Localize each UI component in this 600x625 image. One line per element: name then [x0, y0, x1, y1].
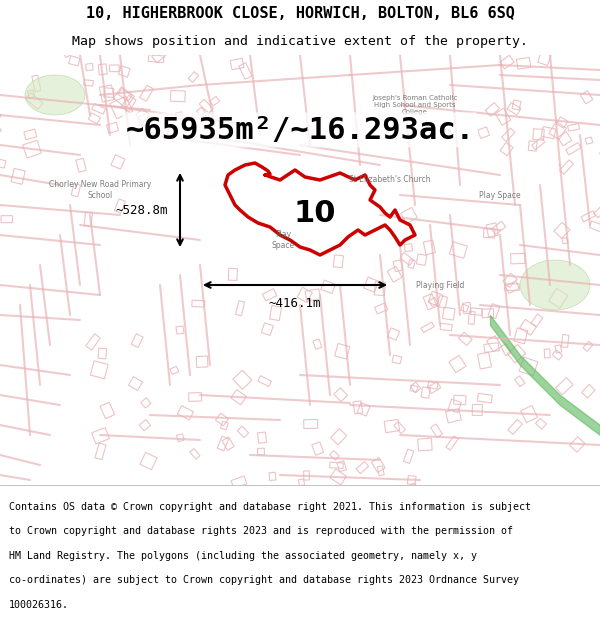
Text: ~65935m²/~16.293ac.: ~65935m²/~16.293ac.	[125, 116, 475, 144]
Ellipse shape	[25, 75, 85, 115]
Text: to Crown copyright and database rights 2023 and is reproduced with the permissio: to Crown copyright and database rights 2…	[9, 526, 513, 536]
Text: 10: 10	[294, 199, 336, 228]
Text: ~416.1m: ~416.1m	[269, 297, 321, 310]
Text: 100026316.: 100026316.	[9, 600, 69, 610]
Text: Contains OS data © Crown copyright and database right 2021. This information is : Contains OS data © Crown copyright and d…	[9, 502, 531, 512]
Text: co-ordinates) are subject to Crown copyright and database rights 2023 Ordnance S: co-ordinates) are subject to Crown copyr…	[9, 575, 519, 585]
Text: ~528.8m: ~528.8m	[115, 204, 168, 216]
Text: Play
Space: Play Space	[271, 230, 295, 250]
Text: Play Space: Play Space	[479, 191, 521, 199]
Text: Chorley New Road Primary
School: Chorley New Road Primary School	[49, 180, 151, 200]
Text: 10, HIGHERBROOK CLOSE, HORWICH, BOLTON, BL6 6SQ: 10, HIGHERBROOK CLOSE, HORWICH, BOLTON, …	[86, 6, 514, 21]
Text: Playing Field: Playing Field	[416, 281, 464, 289]
Text: St Elizabeth's Church: St Elizabeth's Church	[349, 176, 431, 184]
Text: Map shows position and indicative extent of the property.: Map shows position and indicative extent…	[72, 35, 528, 48]
Text: HM Land Registry. The polygons (including the associated geometry, namely x, y: HM Land Registry. The polygons (includin…	[9, 551, 477, 561]
Text: Joseph's Roman Catholic
High School and Sports
College: Joseph's Roman Catholic High School and …	[372, 95, 458, 115]
Ellipse shape	[520, 260, 590, 310]
